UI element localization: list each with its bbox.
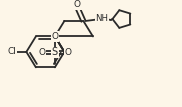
Text: O: O [51,32,58,41]
Text: S: S [52,48,58,57]
Text: O: O [74,0,81,9]
Text: Cl: Cl [7,47,16,56]
Text: NH: NH [95,14,108,23]
Text: O: O [64,48,72,57]
Text: N: N [52,32,58,41]
Text: O: O [38,48,45,57]
